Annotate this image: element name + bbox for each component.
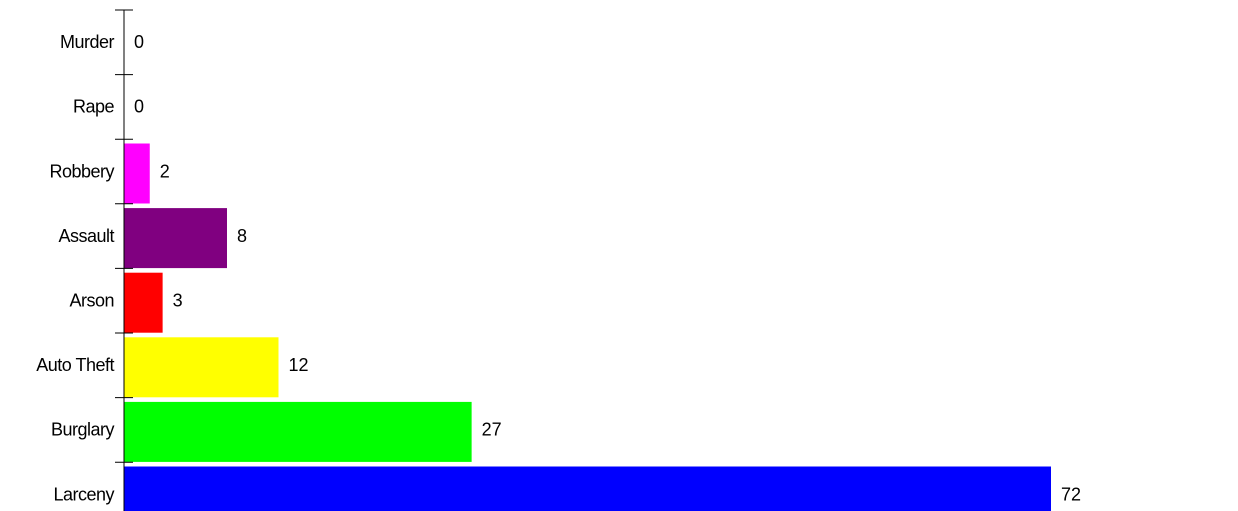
value-label: 8 [237,226,247,246]
category-label: Larceny [53,484,114,504]
category-label: Auto Theft [36,355,114,375]
bar-assault [124,208,227,269]
bar-robbery [124,143,150,204]
bars-layer [124,143,1051,511]
bar-larceny [124,466,1051,511]
bar-burglary [124,401,472,462]
category-label: Arson [69,290,114,310]
value-label: 0 [134,97,144,117]
bar-auto-theft [124,337,279,398]
category-label: Rape [73,97,115,117]
labels-layer: Murder 0 Rape 0 Robbery 2 Assault 8 Arson 3 Auto T… [36,32,1081,504]
category-label: Burglary [51,420,115,440]
category-axis [115,9,133,511]
value-label: 2 [160,161,170,181]
value-label: 0 [134,32,144,52]
category-label: Assault [58,226,114,246]
value-label: 12 [289,355,309,375]
bar-arson [124,272,163,333]
value-label: 72 [1061,484,1081,504]
value-label: 27 [482,420,502,440]
category-label: Robbery [49,161,114,181]
category-label: Murder [60,32,115,52]
value-label: 3 [173,290,183,310]
